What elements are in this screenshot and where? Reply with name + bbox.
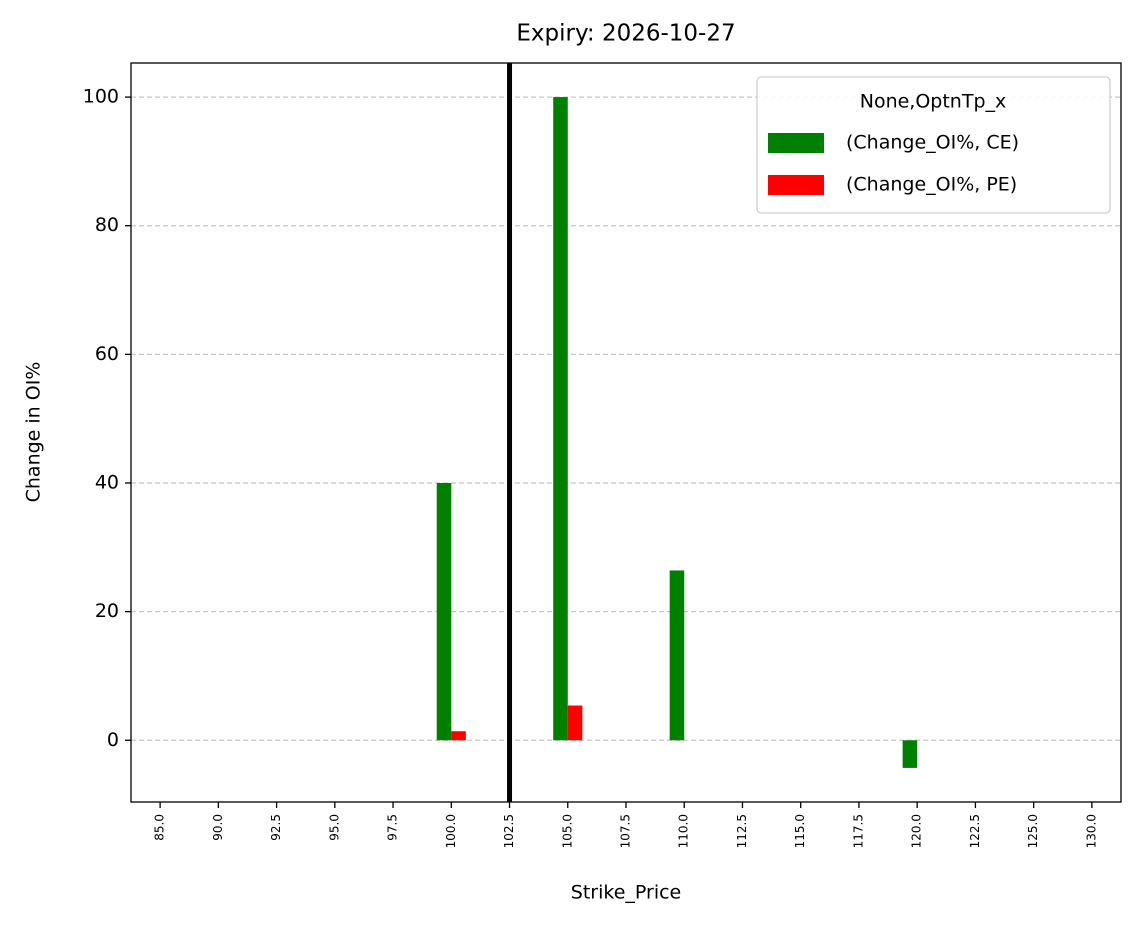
- x-tick-label: 105.0: [560, 814, 574, 848]
- bar: [553, 97, 568, 741]
- y-axis-label: Change in OI%: [23, 362, 45, 503]
- y-tick-label: 80: [95, 214, 119, 236]
- x-tick-label: 112.5: [735, 814, 749, 848]
- bar: [902, 740, 918, 768]
- x-tick-label: 122.5: [968, 814, 982, 848]
- x-tick-label: 102.5: [502, 814, 516, 848]
- y-tick-label: 40: [95, 471, 119, 493]
- x-tick-label: 107.5: [619, 814, 633, 848]
- x-tick-label: 115.0: [793, 814, 807, 848]
- chart-title: Expiry: 2026-10-27: [516, 21, 735, 47]
- x-tick-label: 95.0: [327, 814, 341, 841]
- x-tick-label: 97.5: [386, 814, 400, 841]
- x-axis-label: Strike_Price: [571, 882, 681, 904]
- x-tick-label: 125.0: [1026, 814, 1040, 848]
- legend-box: [756, 76, 1111, 214]
- x-tick-label: 90.0: [211, 814, 225, 841]
- x-tick-label: 92.5: [269, 814, 283, 841]
- legend-label: (Change_OI%, CE): [846, 132, 1019, 154]
- x-tick-label: 100.0: [444, 814, 458, 848]
- legend-label: (Change_OI%, PE): [846, 174, 1017, 196]
- bar: [436, 482, 452, 741]
- bar: [451, 731, 466, 741]
- x-tick-label: 120.0: [910, 814, 924, 848]
- y-tick-label: 0: [107, 729, 119, 751]
- x-tick-label: 130.0: [1084, 814, 1098, 848]
- legend-swatch: [768, 133, 824, 153]
- legend-swatch: [768, 175, 824, 195]
- y-tick-label: 20: [95, 600, 119, 622]
- legend-title: None,OptnTp_x: [860, 91, 1007, 113]
- plot-frame: [130, 62, 1122, 803]
- x-tick-label: 85.0: [153, 814, 167, 841]
- x-tick-label: 117.5: [851, 814, 865, 848]
- y-tick-label: 60: [95, 343, 119, 365]
- y-tick-label: 100: [83, 86, 119, 108]
- bar: [669, 570, 685, 741]
- bar: [567, 705, 583, 741]
- x-tick-label: 110.0: [677, 814, 691, 848]
